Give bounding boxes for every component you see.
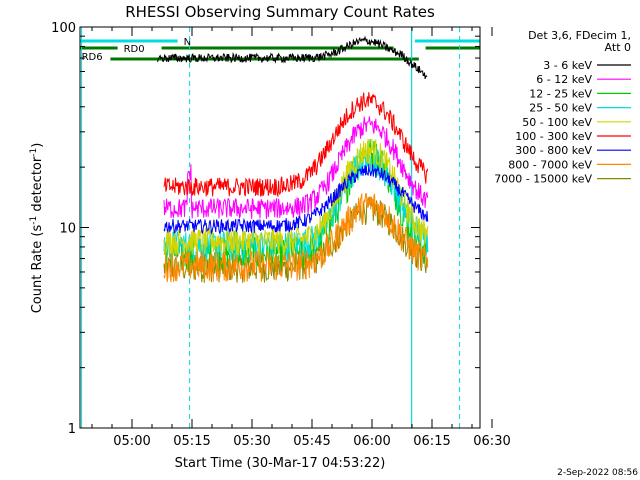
flag-label-rd0: RD0	[124, 44, 145, 55]
chart-title: RHESSI Observing Summary Count Rates	[125, 3, 435, 21]
y-tick-label: 100	[51, 21, 76, 36]
y-axis-label-sup2: -1	[29, 148, 39, 157]
legend-entry-label: 7000 - 15000 keV	[494, 173, 592, 186]
legend-entry-label: 100 - 300 keV	[515, 130, 592, 143]
flag-label-rd6: RD6	[82, 52, 103, 63]
x-tick-label: 06:00	[353, 434, 390, 449]
x-axis-label: Start Time (30-Mar-17 04:53:22)	[175, 456, 386, 471]
y-axis-label: Count Rate (s-1 detector-1)	[29, 143, 45, 314]
series-line-7	[163, 192, 429, 283]
legend-entry-label: 50 - 100 keV	[522, 116, 592, 129]
series-line-0	[157, 35, 428, 80]
legend-header-line1: Det 3,6, FDecim 1,	[528, 29, 631, 42]
y-tick-label: 10	[59, 222, 76, 237]
x-tick-label: 05:30	[233, 434, 270, 449]
y-axis-label-main: Count Rate (s	[30, 225, 45, 314]
legend-entry-label: 300 - 800 keV	[515, 144, 592, 157]
y-tick-label: 1	[68, 422, 76, 437]
y-axis-label-mid: detector	[30, 156, 45, 216]
legend-entry-label: 3 - 6 keV	[543, 59, 592, 72]
flag-label-n: N	[184, 37, 191, 48]
legend-entry-label: 6 - 12 keV	[536, 73, 592, 86]
legend-entry-label: 12 - 25 keV	[529, 87, 592, 100]
legend-header-line2: Att 0	[605, 41, 631, 54]
x-tick-label: 06:15	[413, 434, 450, 449]
footer-timestamp: 2-Sep-2022 08:56	[557, 468, 638, 478]
x-tick-label: 06:30	[473, 434, 510, 449]
y-axis-label-sup1: -1	[29, 216, 39, 225]
series-line-4	[163, 138, 429, 256]
x-tick-label: 05:45	[293, 434, 330, 449]
series-line-6	[163, 164, 429, 235]
legend-entry-label: 800 - 7000 keV	[508, 158, 592, 171]
axes-layer: 1 10 100 05:00 05:15 05:30 05:45 06:00 06:15 06:3…	[51, 21, 511, 449]
x-tick-label: 05:15	[173, 434, 210, 449]
y-axis-label-end: )	[30, 143, 45, 148]
plot-layer: N RD0 RD6	[80, 27, 480, 428]
series-line-5	[163, 92, 429, 198]
series-line-1	[163, 116, 429, 220]
x-tick-label: 05:00	[113, 434, 150, 449]
series-line-2	[163, 139, 429, 272]
legend-entry-label: 25 - 50 keV	[529, 102, 592, 115]
